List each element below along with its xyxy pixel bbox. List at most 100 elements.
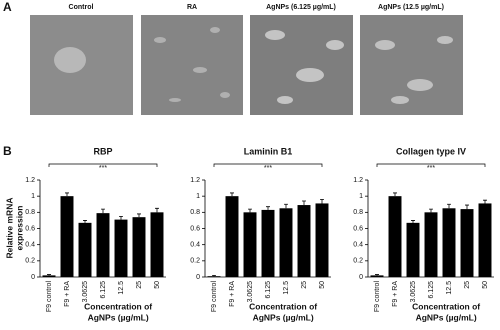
bar — [78, 222, 92, 277]
significance-label: *** — [427, 165, 435, 172]
x-tick-label: 25 — [301, 281, 308, 289]
error-bar — [101, 208, 105, 214]
bar — [370, 275, 384, 277]
error-bar — [65, 192, 69, 197]
error-bar — [411, 220, 415, 223]
error-bar — [137, 213, 141, 218]
y-tick-label: 0.4 — [190, 242, 200, 249]
significance-bracket — [48, 163, 158, 167]
x-tick-label: 50 — [154, 281, 161, 289]
error-bar — [302, 200, 306, 206]
x-tick-label: 3.0625 — [82, 281, 89, 303]
error-bar — [230, 192, 234, 197]
x-tick-label: 12.5 — [283, 281, 290, 295]
x-tick-label: F9 control — [374, 281, 381, 313]
micrographs — [30, 15, 463, 115]
cells — [375, 36, 453, 104]
image-title: AgNPs (6.125 µg/mL) — [266, 4, 336, 11]
x-tick-label: F9 control — [46, 281, 53, 313]
error-bar — [248, 208, 252, 213]
y-tick-label: 0.2 — [25, 258, 35, 265]
cells — [154, 27, 230, 102]
bar — [96, 213, 110, 277]
image-title: RA — [187, 4, 197, 11]
bar — [60, 196, 74, 277]
x-axis-label: AgNPs (µg/mL) — [253, 312, 314, 322]
bar — [297, 205, 311, 277]
cell-cluster — [54, 47, 86, 73]
x-tick-label: 25 — [464, 281, 471, 289]
x-axis-label: AgNPs (µg/mL) — [416, 312, 477, 322]
error-bar — [119, 215, 123, 220]
y-tick-label: 1 — [359, 193, 363, 200]
bar — [442, 208, 456, 277]
y-tick-label: 0.6 — [25, 225, 35, 232]
error-bar — [83, 220, 87, 223]
x-axis-label: Concentration of — [412, 301, 480, 311]
x-tick-label: 50 — [482, 281, 489, 289]
bar — [132, 217, 146, 277]
bar — [150, 212, 164, 277]
x-axis-label: AgNPs (µg/mL) — [88, 312, 149, 322]
image-title: Control — [69, 4, 94, 11]
bar — [207, 276, 221, 277]
x-tick-label: F9 + RA — [392, 281, 399, 307]
micrograph — [360, 15, 463, 115]
x-tick-label: 12.5 — [118, 281, 125, 295]
error-bar — [320, 199, 324, 204]
error-bar — [483, 199, 487, 204]
error-bar — [375, 274, 379, 276]
significance-bracket — [376, 163, 486, 167]
y-tick-label: 0.6 — [190, 225, 200, 232]
micrograph — [250, 15, 353, 115]
x-tick-label: 6.125 — [265, 281, 272, 299]
bar — [114, 219, 128, 277]
x-tick-label: 25 — [136, 281, 143, 289]
x-axis-label: Concentration of — [84, 301, 152, 311]
y-tick-label: 0.8 — [190, 209, 200, 216]
y-tick-label: 0.4 — [353, 242, 363, 249]
bar — [243, 212, 257, 277]
bar — [225, 196, 239, 277]
chart-title: Collagen type IV — [396, 146, 466, 156]
error-bar — [447, 203, 451, 209]
y-tick-label: 0.8 — [25, 209, 35, 216]
x-axis-label: Concentration of — [249, 301, 317, 311]
y-tick-label: 0.2 — [353, 258, 363, 265]
bar — [460, 209, 474, 277]
chart-title: Laminin B1 — [244, 146, 293, 156]
cells — [265, 30, 344, 104]
y-tick-label: 0 — [359, 274, 363, 281]
y-tick-label: 1 — [31, 193, 35, 200]
micrograph — [141, 15, 243, 115]
error-bar — [429, 208, 433, 213]
x-tick-label: F9 + RA — [64, 281, 71, 307]
image-title: AgNPs (12.5 µg/mL) — [378, 4, 444, 11]
x-tick-label: F9 control — [211, 281, 218, 313]
bar — [478, 203, 492, 277]
error-bar — [155, 207, 159, 213]
bar — [42, 275, 56, 277]
y-tick-label: 0.6 — [353, 225, 363, 232]
bar — [424, 212, 438, 277]
bar — [315, 203, 329, 277]
x-tick-label: 12.5 — [446, 281, 453, 295]
y-tick-label: 0 — [31, 274, 35, 281]
error-bar — [465, 204, 469, 210]
y-tick-label: 0.2 — [190, 258, 200, 265]
y-axis-label: expression — [14, 206, 24, 251]
x-tick-label: F9 + RA — [229, 281, 236, 307]
bar — [279, 208, 293, 277]
panel-label: B — [3, 144, 12, 158]
y-tick-label: 0.8 — [353, 209, 363, 216]
significance-bracket — [213, 163, 323, 167]
error-bar — [266, 206, 270, 210]
y-tick-label: 1.2 — [25, 177, 35, 184]
error-bar — [393, 192, 397, 197]
x-tick-label: 6.125 — [100, 281, 107, 299]
x-tick-label: 3.0625 — [410, 281, 417, 303]
bar — [261, 209, 275, 277]
y-tick-label: 1.2 — [190, 177, 200, 184]
